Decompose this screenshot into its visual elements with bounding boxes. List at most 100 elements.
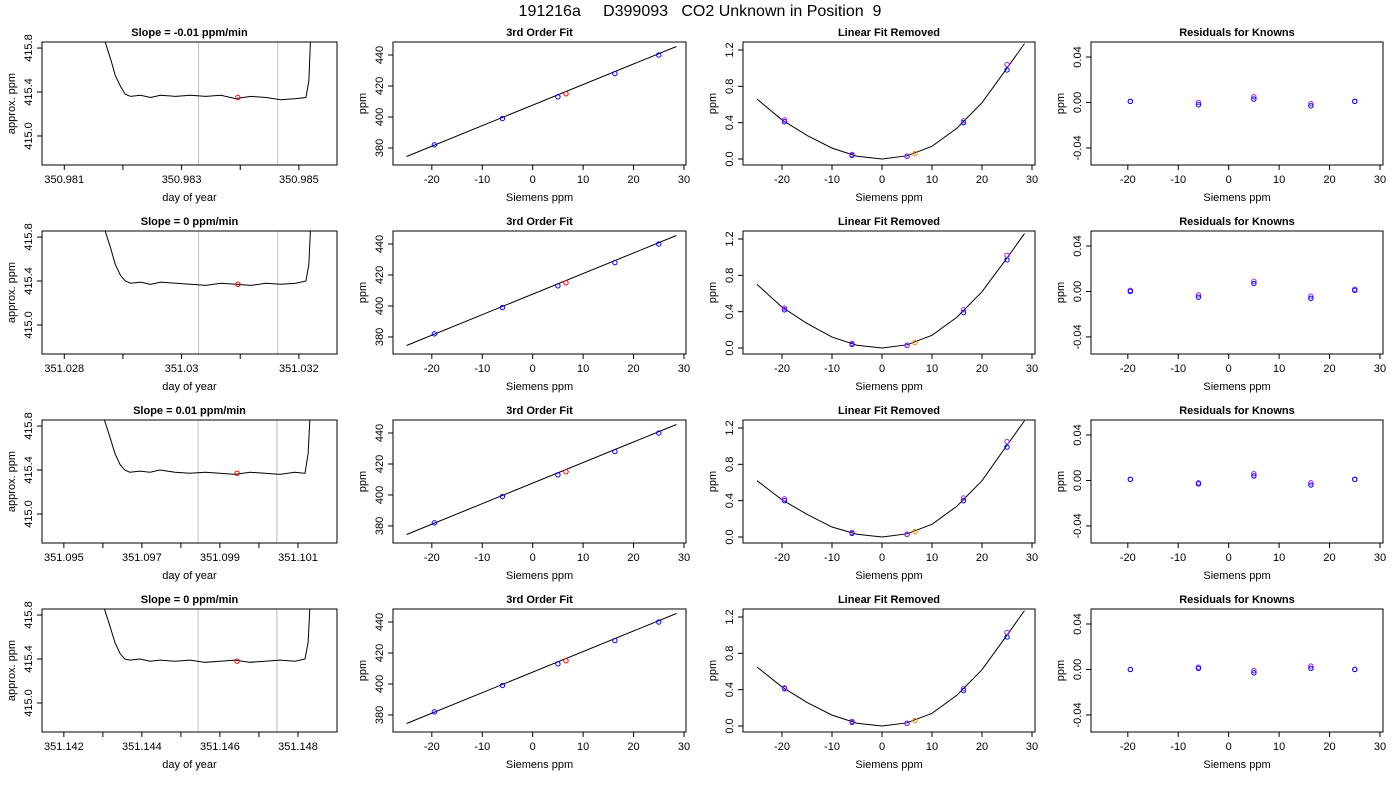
x-tick-label: 30 [678, 174, 690, 186]
y-tick-label: 0.4 [724, 682, 736, 697]
y-tick-label: 415.4 [23, 78, 35, 106]
point [1127, 288, 1134, 295]
y-tick-label: 420 [374, 266, 386, 284]
point [612, 259, 618, 266]
y-tick-label: 440 [374, 613, 386, 631]
plot-frame [392, 419, 687, 544]
plot-frame [41, 41, 338, 166]
x-tick-label: 0 [1226, 174, 1232, 186]
series-line [406, 424, 677, 535]
y-axis-label: ppm [707, 282, 719, 303]
plot-area [756, 43, 1025, 160]
y-axis-label: ppm [1055, 660, 1067, 681]
plot-frame [1090, 41, 1384, 166]
x-axis-label: Siemens ppm [855, 192, 922, 204]
point [1004, 629, 1010, 636]
point [960, 307, 967, 313]
point [960, 686, 967, 692]
x-tick-label: 350.981 [44, 174, 84, 186]
point [912, 339, 918, 346]
point [781, 497, 788, 504]
point [431, 142, 438, 148]
x-tick-label: -20 [424, 741, 440, 753]
point [555, 661, 561, 667]
point [1308, 103, 1314, 109]
x-tick-label: 351.095 [44, 552, 84, 564]
y-tick-label: 400 [374, 297, 386, 315]
y-tick-label: 0.00 [1072, 92, 1084, 113]
y-axis-label: ppm [707, 660, 719, 681]
series-line [756, 43, 1025, 160]
x-tick-label: 30 [1026, 363, 1038, 375]
y-tick-label: 0.0 [724, 151, 736, 166]
y-tick-label: 420 [374, 77, 386, 95]
point [555, 283, 561, 289]
point [1251, 280, 1257, 287]
point [1308, 665, 1314, 672]
point [555, 472, 561, 478]
plot-area [406, 613, 677, 724]
y-tick-label: 0.00 [1072, 659, 1084, 680]
y-axis-label: ppm [357, 471, 369, 492]
panel-title: Slope = -0.01 ppm/min [131, 27, 248, 39]
panel-title: Slope = 0 ppm/min [141, 594, 239, 606]
point [1251, 470, 1257, 477]
point [1352, 476, 1358, 483]
y-tick-label: 0.04 [1072, 424, 1084, 445]
y-tick-label: 0.04 [1072, 46, 1084, 67]
point [1195, 665, 1202, 672]
point [1195, 292, 1202, 298]
point [1308, 293, 1314, 299]
plot-frame [1090, 419, 1384, 544]
panel-title: 3rd Order Fit [506, 405, 573, 417]
point [849, 718, 855, 725]
y-tick-label: 415.8 [23, 34, 35, 62]
x-tick-label: 0 [530, 552, 536, 564]
x-tick-label: 30 [1374, 552, 1386, 564]
series-line [104, 231, 311, 286]
panel: Residuals for Knowns Siemens ppm ppm -20 -10… [1055, 594, 1386, 771]
point [656, 52, 662, 58]
plot-area [1127, 470, 1358, 488]
point [235, 281, 241, 288]
point [234, 658, 240, 664]
x-tick-label: 10 [1273, 741, 1285, 753]
y-tick-label: 415.4 [23, 645, 35, 673]
y-tick-label: 400 [374, 108, 386, 126]
y-tick-label: 0.4 [724, 304, 736, 319]
point [563, 91, 569, 97]
plot-area [756, 610, 1025, 727]
plot-frame [742, 230, 1036, 355]
y-tick-label: 0.8 [724, 268, 736, 283]
point [1127, 98, 1134, 105]
series-line [406, 235, 677, 346]
point [1195, 294, 1202, 300]
point [960, 687, 967, 694]
y-tick-label: 415.8 [23, 412, 35, 440]
x-tick-label: 30 [678, 552, 690, 564]
y-axis-label: ppm [1055, 471, 1067, 492]
series-line [406, 613, 677, 724]
point [1004, 67, 1010, 73]
point [1352, 666, 1358, 673]
x-tick-label: 20 [627, 363, 639, 375]
x-tick-label: -20 [774, 741, 790, 753]
x-tick-label: 30 [1374, 363, 1386, 375]
plot-area [104, 231, 311, 288]
point [849, 340, 855, 347]
panel: Residuals for Knowns Siemens ppm ppm -20 -10… [1055, 27, 1386, 204]
x-tick-label: 0 [530, 741, 536, 753]
x-tick-label: 30 [1026, 174, 1038, 186]
x-tick-label: 20 [1323, 363, 1335, 375]
x-tick-label: 20 [1323, 741, 1335, 753]
figure-title: 191216a D399093 CO2 Unknown in Position … [519, 3, 882, 20]
x-tick-label: -10 [1170, 174, 1186, 186]
point [912, 528, 918, 535]
point [1004, 438, 1010, 445]
x-tick-label: 20 [627, 552, 639, 564]
panel: Linear Fit Removed Siemens ppm ppm -20 -10 0 1… [707, 405, 1038, 582]
x-tick-label: -10 [824, 363, 840, 375]
y-axis-label: ppm [357, 660, 369, 681]
point [1251, 96, 1257, 102]
x-tick-label: 30 [1374, 174, 1386, 186]
